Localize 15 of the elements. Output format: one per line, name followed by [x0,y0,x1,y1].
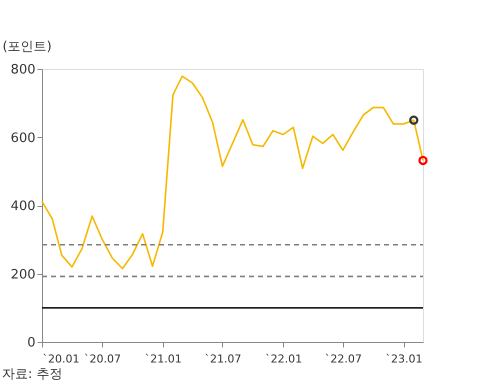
y-tick-label: 0 [27,336,36,350]
x-tick-label: `22.01 [265,352,302,366]
y-tick-label: 600 [10,130,36,146]
y-axis-title: (포인트) [2,40,52,54]
x-tick-label: `21.07 [204,352,242,366]
x-tick-label: `20.07 [84,352,122,366]
line-series [41,75,424,270]
y-tick-label: 800 [10,62,36,78]
x-tick-label: `21.01 [144,352,182,366]
x-tick-label: `22.07 [324,352,362,366]
text: 자료: 추정 [2,367,63,382]
x-tick-label: `23.01 [386,352,423,366]
y-tick-label: 200 [10,267,36,282]
y-tick-label: 400 [10,199,36,214]
x-tick-label: `20.01 [42,352,80,366]
